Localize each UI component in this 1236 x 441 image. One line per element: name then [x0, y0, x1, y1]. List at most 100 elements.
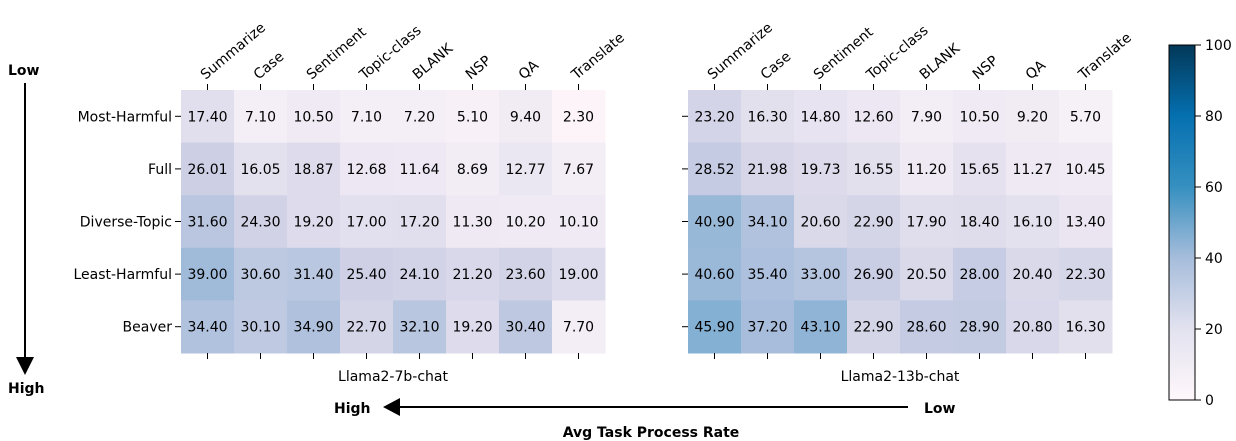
y-axis-arrow-head [16, 357, 34, 375]
heatmap-cell [1059, 300, 1113, 354]
heatmap-cell [234, 90, 288, 144]
heatmap-cell [741, 300, 795, 354]
column-label: Translate [568, 30, 628, 84]
cell-value-label: 7.67 [563, 162, 594, 178]
heatmap-cell [1059, 195, 1113, 249]
heatmap-cell [847, 195, 901, 249]
heatmap-cell [287, 300, 341, 354]
cell-value-label: 19.20 [293, 215, 333, 231]
heatmap-cell [393, 247, 447, 301]
cell-value-label: 2.30 [563, 109, 594, 125]
cell-value-label: 16.30 [1065, 320, 1105, 336]
cell-value-label: 10.50 [293, 109, 333, 125]
heatmap-cell [1059, 247, 1113, 301]
heatmap-cell [847, 247, 901, 301]
heatmap-cell [181, 195, 235, 249]
cell-value-label: 34.90 [293, 320, 333, 336]
cell-value-label: 31.40 [293, 267, 333, 283]
heatmap-cell [446, 195, 500, 249]
heatmap-cell [794, 90, 848, 144]
heatmap-cell [446, 247, 500, 301]
heatmap-cell [741, 195, 795, 249]
cell-value-label: 22.90 [853, 320, 893, 336]
row-label: Least-Harmful [73, 267, 172, 283]
cell-value-label: 20.80 [1012, 320, 1052, 336]
cell-value-label: 19.00 [558, 267, 598, 283]
cell-value-label: 20.60 [800, 215, 840, 231]
cell-value-label: 18.40 [959, 215, 999, 231]
cell-value-label: 20.50 [906, 267, 946, 283]
heatmap-cell [794, 142, 848, 196]
heatmap-cell [181, 90, 235, 144]
heatmap-cell [1006, 195, 1060, 249]
cell-value-label: 40.90 [694, 215, 734, 231]
cell-value-label: 37.20 [747, 320, 787, 336]
heatmap-cell [1006, 247, 1060, 301]
heatmap-cell [393, 142, 447, 196]
cell-value-label: 23.60 [505, 267, 545, 283]
heatmap-cell [847, 90, 901, 144]
heatmap-cell [287, 247, 341, 301]
heatmap-cell [794, 300, 848, 354]
row-label: Most-Harmful [78, 109, 172, 125]
heatmap-cell [287, 195, 341, 249]
cell-value-label: 20.40 [1012, 267, 1052, 283]
cell-value-label: 12.68 [346, 162, 386, 178]
cell-value-label: 17.90 [906, 215, 946, 231]
cell-value-label: 21.20 [452, 267, 492, 283]
column-label: NSP [970, 53, 1002, 83]
heatmap-cell [340, 247, 394, 301]
heatmap-cell [393, 300, 447, 354]
cell-value-label: 10.45 [1065, 162, 1105, 178]
heatmap-cell [953, 90, 1007, 144]
cell-value-label: 24.10 [399, 267, 439, 283]
x-arrow-title: Avg Task Process Rate [563, 425, 740, 441]
cell-value-label: 39.00 [187, 267, 227, 283]
column-label: NSP [463, 53, 495, 83]
cell-value-label: 7.10 [351, 109, 382, 125]
colorbar-tick-label: 100 [1205, 38, 1232, 54]
cell-value-label: 43.10 [800, 320, 840, 336]
colorbar-tick-label: 60 [1205, 180, 1223, 196]
x-arrow-right-label: Low [924, 401, 956, 417]
cell-value-label: 11.27 [1012, 162, 1052, 178]
cell-value-label: 7.70 [563, 320, 594, 336]
cell-value-label: 11.64 [399, 162, 439, 178]
cell-value-label: 17.00 [346, 215, 386, 231]
cell-value-label: 7.20 [404, 109, 435, 125]
heatmap-cell [688, 300, 742, 354]
heatmap-cell [688, 142, 742, 196]
heatmap-cell [1006, 142, 1060, 196]
heatmap-cell [287, 142, 341, 196]
heatmap-cell [446, 90, 500, 144]
cell-value-label: 8.69 [457, 162, 488, 178]
cell-value-label: 26.01 [187, 162, 227, 178]
cell-value-label: 33.00 [800, 267, 840, 283]
x-arrow-left-label: High [334, 401, 371, 417]
cell-value-label: 28.60 [906, 320, 946, 336]
cell-value-label: 7.10 [245, 109, 276, 125]
cell-value-label: 9.40 [510, 109, 541, 125]
heatmap-cell [688, 247, 742, 301]
heatmap-cell [1006, 90, 1060, 144]
heatmap-cell [1006, 300, 1060, 354]
cell-value-label: 22.30 [1065, 267, 1105, 283]
cell-value-label: 30.60 [240, 267, 280, 283]
cell-value-label: 10.50 [959, 109, 999, 125]
cell-value-label: 12.60 [853, 109, 893, 125]
panel-xlabel: Llama2-7b-chat [338, 369, 448, 385]
heatmap-cell [340, 300, 394, 354]
cell-value-label: 34.40 [187, 320, 227, 336]
cell-value-label: 16.55 [853, 162, 893, 178]
cell-value-label: 28.52 [694, 162, 734, 178]
cell-value-label: 16.30 [747, 109, 787, 125]
colorbar-tick-label: 0 [1205, 393, 1214, 409]
cell-value-label: 45.90 [694, 320, 734, 336]
heatmap-cell [794, 247, 848, 301]
heatmap-cell [741, 247, 795, 301]
heatmap-panels: 17.40 7.10 10.50 7.10 7.20 5.10 9.40 2.30 26.01 1… [73, 20, 1134, 385]
cell-value-label: 17.40 [187, 109, 227, 125]
heatmap-cell [900, 195, 954, 249]
cell-value-label: 13.40 [1065, 215, 1105, 231]
